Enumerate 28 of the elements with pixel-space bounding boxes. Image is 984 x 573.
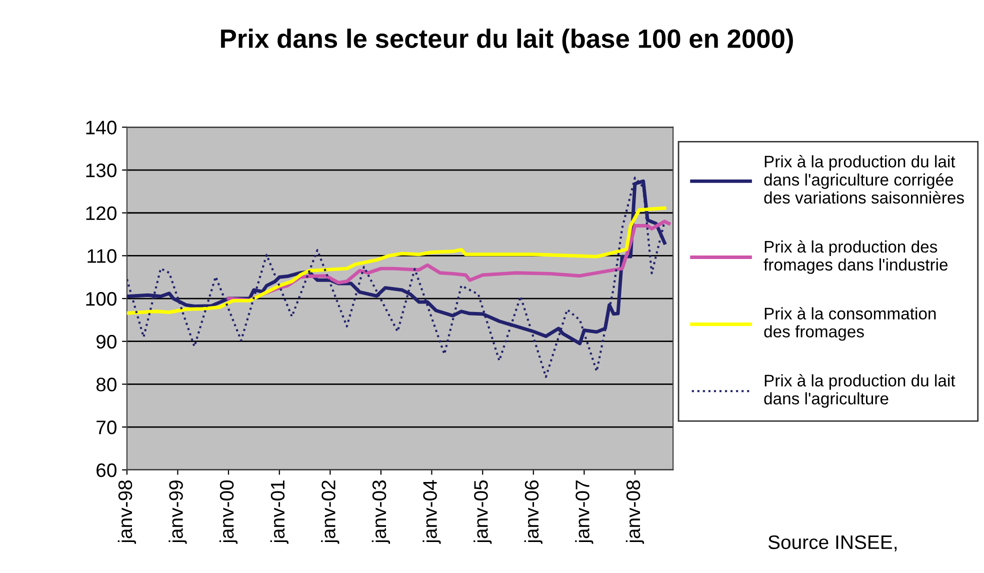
x-tick-label: janv-06 — [524, 480, 542, 544]
y-tick-label: 80 — [96, 378, 116, 392]
legend-label: Prix à la production du lait dans l'agriculture corrigée des variations saisonnières — [764, 155, 964, 204]
x-tick-label: janv-04 — [422, 480, 441, 544]
chart-title: Prix dans le secteur du lait (base 100 en 2000) — [221, 28, 793, 54]
x-tick-label: janv-00 — [219, 480, 238, 544]
y-tick-label: 70 — [96, 420, 116, 434]
legend-label: Prix à la consommation des fromages — [764, 307, 936, 341]
legend-label: Prix à la production du lait dans l'agriculture — [764, 374, 956, 408]
y-tick-label: 110 — [88, 249, 116, 263]
y-tick-label: 90 — [96, 334, 116, 349]
line-series — [126, 206, 666, 315]
y-tick-label: 130 — [86, 164, 116, 178]
x-tick-label: janv-02 — [321, 480, 340, 544]
y-tick-label: 120 — [86, 206, 116, 220]
source-note: Source INSEE, — [768, 535, 897, 552]
line-series — [126, 176, 666, 378]
y-tick-label: 60 — [96, 463, 116, 478]
legend-label: Prix à la production des fromages dans l'industrie — [764, 240, 948, 274]
x-tick-label: janv-99 — [168, 480, 187, 544]
y-tick-label: 100 — [86, 292, 116, 306]
y-tick-label: 140 — [86, 120, 116, 134]
x-tick-label: janv-07 — [575, 480, 594, 544]
x-tick-label: janv-01 — [270, 480, 288, 544]
x-tick-label: janv-03 — [372, 480, 390, 544]
x-tick-label: janv-08 — [626, 480, 644, 544]
x-tick-label: janv-98 — [118, 480, 136, 544]
x-tick-label: janv-05 — [474, 480, 492, 544]
